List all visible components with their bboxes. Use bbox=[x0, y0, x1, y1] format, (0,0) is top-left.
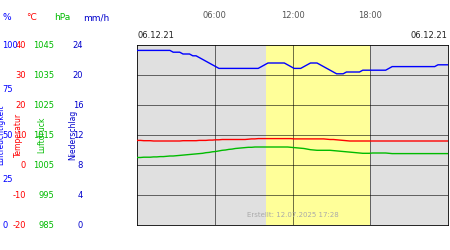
Text: 1045: 1045 bbox=[33, 40, 54, 50]
Text: 100: 100 bbox=[2, 40, 18, 50]
Text: 06.12.21: 06.12.21 bbox=[411, 31, 448, 40]
Text: 16: 16 bbox=[72, 100, 83, 110]
Text: 75: 75 bbox=[2, 86, 13, 94]
Text: 12:00: 12:00 bbox=[281, 11, 304, 20]
Text: 40: 40 bbox=[16, 40, 26, 50]
Text: -10: -10 bbox=[13, 190, 26, 200]
Text: 4: 4 bbox=[78, 190, 83, 200]
Text: 20: 20 bbox=[73, 70, 83, 80]
Text: 8: 8 bbox=[78, 160, 83, 170]
Text: 1015: 1015 bbox=[33, 130, 54, 140]
Text: 25: 25 bbox=[2, 176, 13, 184]
Text: 18:00: 18:00 bbox=[358, 11, 382, 20]
Text: 10: 10 bbox=[16, 130, 26, 140]
Text: 06:00: 06:00 bbox=[203, 11, 227, 20]
Text: °C: °C bbox=[26, 13, 37, 22]
Text: hPa: hPa bbox=[54, 13, 70, 22]
Text: 985: 985 bbox=[38, 220, 54, 230]
Text: Luftfeuchtigkeit: Luftfeuchtigkeit bbox=[0, 105, 5, 165]
Text: Niederschlag: Niederschlag bbox=[68, 110, 77, 160]
Text: 50: 50 bbox=[2, 130, 13, 140]
Text: Temperatur: Temperatur bbox=[14, 113, 22, 157]
Text: 30: 30 bbox=[15, 70, 26, 80]
Text: 1005: 1005 bbox=[33, 160, 54, 170]
Text: 0: 0 bbox=[2, 220, 8, 230]
Bar bbox=[137, 45, 266, 225]
Bar bbox=[266, 45, 370, 225]
Text: Luftdruck: Luftdruck bbox=[37, 117, 46, 153]
Bar bbox=[370, 45, 448, 225]
Text: mm/h: mm/h bbox=[83, 13, 109, 22]
Text: 06.12.21: 06.12.21 bbox=[137, 31, 174, 40]
Text: 1035: 1035 bbox=[33, 70, 54, 80]
Text: 1025: 1025 bbox=[33, 100, 54, 110]
Text: Erstellt: 12.07.2025 17:28: Erstellt: 12.07.2025 17:28 bbox=[247, 212, 338, 218]
Text: -20: -20 bbox=[13, 220, 26, 230]
Text: 20: 20 bbox=[16, 100, 26, 110]
Text: 995: 995 bbox=[38, 190, 54, 200]
Text: 0: 0 bbox=[78, 220, 83, 230]
Text: %: % bbox=[2, 13, 11, 22]
Text: 24: 24 bbox=[73, 40, 83, 50]
Text: 12: 12 bbox=[73, 130, 83, 140]
Text: 0: 0 bbox=[21, 160, 26, 170]
